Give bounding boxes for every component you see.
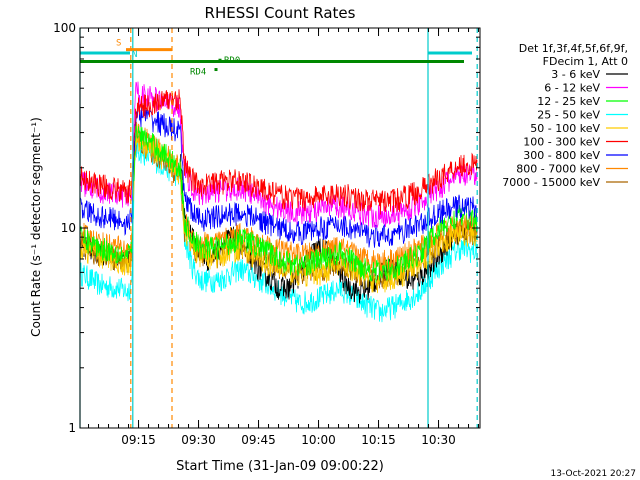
x-tick-label-1: 09:30	[181, 433, 216, 447]
legend: Det 1f,3f,4f,5f,6f,9f,FDecim 1, Att 03 -…	[502, 42, 628, 189]
legend-label-0: 3 - 6 keV	[551, 68, 600, 81]
annotation-label-4: RD4	[190, 68, 206, 78]
annotation-label-0: S	[116, 39, 121, 49]
series-line-5	[80, 89, 478, 215]
x-tick-label-5: 10:30	[421, 433, 456, 447]
annotation-dot-3	[218, 58, 222, 62]
y-axis-label: Count Rate (s⁻¹ detector segment⁻¹)	[29, 117, 43, 337]
legend-label-5: 100 - 300 keV	[523, 136, 600, 149]
series-line-1	[80, 81, 478, 229]
footer-date: 13-Oct-2021 20:27	[551, 469, 636, 479]
plot-clip-group	[80, 81, 478, 323]
legend-label-3: 25 - 50 keV	[537, 109, 600, 122]
legend-label-2: 12 - 25 keV	[537, 95, 600, 108]
legend-label-4: 50 - 100 keV	[530, 122, 600, 135]
legend-label-6: 300 - 800 keV	[523, 149, 600, 162]
annotation-label-1: N	[132, 50, 137, 60]
annotation-label-3: RD0	[224, 56, 240, 66]
x-tick-label-4: 10:15	[361, 433, 396, 447]
x-axis-label: Start Time (31-Jan-09 09:00:22)	[176, 459, 384, 474]
x-tick-label-3: 10:00	[301, 433, 336, 447]
y-tick-label-2: 100	[53, 21, 76, 35]
series-line-2	[80, 123, 478, 283]
y-tick-label-0: 1	[68, 421, 76, 435]
axes: 1 10 100 09:15 09:30 09:45 10:00 10:15 10:30	[53, 21, 481, 447]
annotation-dot-4	[214, 68, 218, 72]
legend-header-0: Det 1f,3f,4f,5f,6f,9f,	[519, 42, 628, 55]
legend-label-7: 800 - 7000 keV	[516, 163, 600, 176]
plot-area: S N RD0 RD4	[79, 28, 478, 428]
legend-header-1: FDecim 1, Att 0	[543, 55, 628, 68]
x-tick-label-2: 09:45	[241, 433, 276, 447]
y-tick-label-1: 10	[61, 221, 76, 235]
legend-label-1: 6 - 12 keV	[544, 82, 600, 95]
series-line-4	[80, 130, 478, 294]
chart-title: RHESSI Count Rates	[205, 4, 356, 22]
x-tick-label-0: 09:15	[121, 433, 156, 447]
series-line-6	[80, 102, 478, 248]
legend-label-8: 7000 - 15000 keV	[502, 176, 600, 189]
